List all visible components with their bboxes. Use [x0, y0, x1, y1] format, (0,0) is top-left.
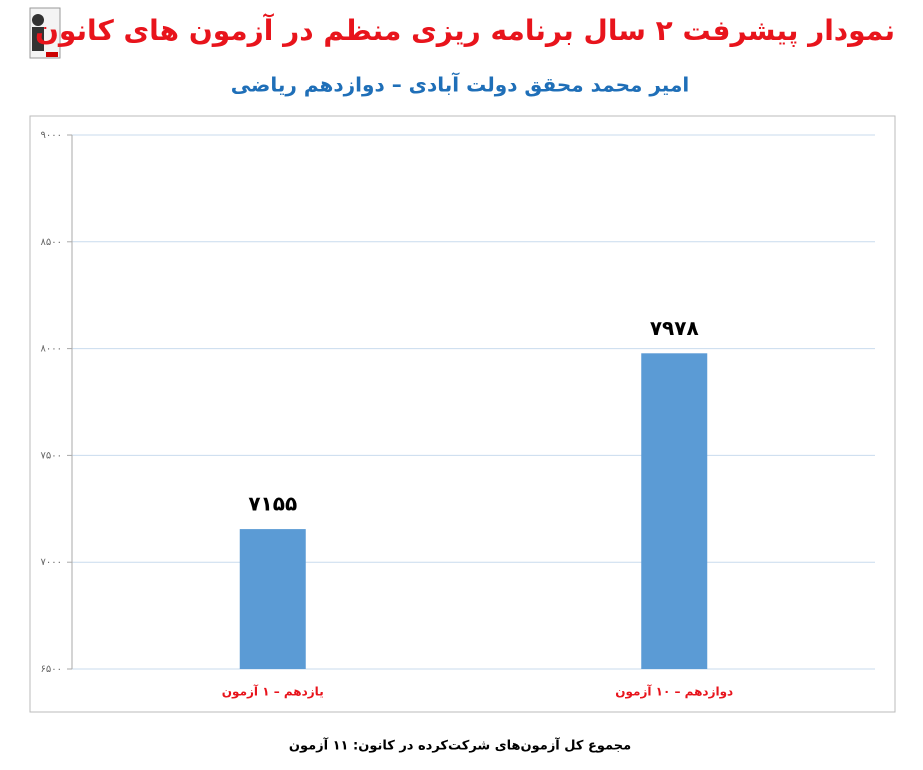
bar	[641, 353, 708, 669]
logo-figure	[32, 14, 44, 26]
y-tick-label: ۶۵۰۰	[41, 664, 62, 675]
data-label: ۷۹۷۸	[650, 316, 699, 340]
data-label: ۷۱۵۵	[248, 492, 297, 516]
logo	[29, 7, 61, 59]
footer-note: مجموع کل آزمون‌های شرکت‌کرده در کانون: ۱…	[289, 737, 631, 754]
y-tick-label: ۹۰۰۰	[41, 130, 62, 141]
x-tick-label: یازدهم – ۱ آزمون	[222, 684, 324, 700]
y-tick-label: ۷۵۰۰	[41, 450, 62, 461]
y-tick-label: ۸۰۰۰	[41, 344, 62, 355]
y-tick-label: ۷۰۰۰	[41, 557, 62, 568]
logo-figure-body	[32, 27, 44, 51]
plot-frame	[29, 115, 896, 713]
logo-tag	[46, 52, 58, 57]
y-tick-label: ۸۵۰۰	[41, 237, 62, 248]
x-tick-label: دوازدهم – ۱۰ آزمون	[615, 684, 733, 700]
chart-title: نمودار پیشرفت ۲ سال برنامه ریزی منظم در …	[35, 13, 895, 47]
chart-subtitle: امیر محمد محقق دولت آبادی – دوازدهم ریاض…	[231, 72, 689, 97]
bar	[239, 529, 306, 669]
